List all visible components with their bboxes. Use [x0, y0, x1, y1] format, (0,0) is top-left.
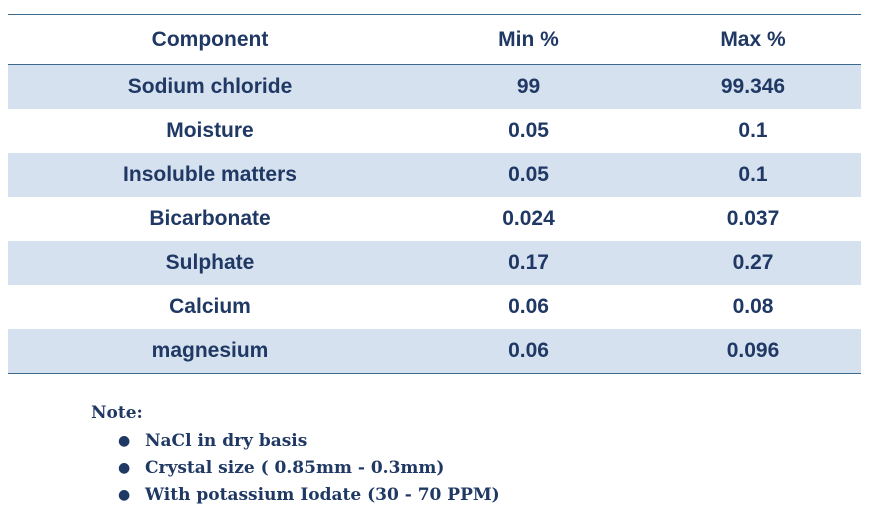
cell-max: 0.037 [726, 207, 780, 230]
note-item-text: NaCl in dry basis [145, 431, 308, 451]
cell-max: 0.096 [726, 339, 780, 362]
cell-max: 0.08 [732, 295, 774, 318]
note-section: Note: ● NaCl in dry basis ● Crystal size… [91, 402, 500, 509]
table-row: Calcium 0.06 0.08 [8, 285, 861, 329]
cell-min: 0.05 [508, 163, 549, 186]
note-list: ● NaCl in dry basis ● Crystal size ( 0.8… [91, 428, 500, 509]
header-max: Max % [720, 27, 786, 51]
table-row: Moisture 0.05 0.1 [8, 109, 861, 153]
table-row: Insoluble matters 0.05 0.1 [8, 153, 861, 197]
cell-min: 0.05 [508, 119, 549, 142]
cell-min: 0.06 [508, 295, 549, 318]
note-item-text: With potassium Iodate (30 - 70 PPM) [145, 485, 500, 505]
cell-min: 0.17 [508, 251, 549, 274]
table-row: magnesium 0.06 0.096 [8, 329, 861, 374]
list-item: ● Crystal size ( 0.85mm - 0.3mm) [118, 455, 500, 482]
cell-min: 0.024 [502, 207, 555, 230]
header-min: Min % [498, 27, 559, 51]
cell-max: 0.27 [732, 251, 774, 274]
list-item: ● NaCl in dry basis [118, 428, 500, 455]
cell-component: Moisture [166, 119, 254, 142]
cell-component: magnesium [151, 339, 269, 362]
table-header-row: Component Min % Max % [8, 15, 861, 65]
cell-min: 99 [516, 75, 541, 98]
cell-component: Bicarbonate [149, 207, 271, 230]
note-title: Note: [91, 403, 143, 423]
list-item: ● With potassium Iodate (30 - 70 PPM) [118, 482, 500, 509]
cell-max: 0.1 [738, 119, 768, 142]
cell-max: 0.1 [738, 163, 768, 186]
specification-table: Component Min % Max % Sodium chloride 99… [8, 14, 861, 374]
cell-min: 0.06 [508, 339, 549, 362]
table-row: Bicarbonate 0.024 0.037 [8, 197, 861, 241]
bullet-dot-icon: ● [118, 487, 131, 503]
cell-component: Sulphate [165, 251, 255, 274]
header-component: Component [151, 27, 269, 51]
cell-component: Sodium chloride [127, 75, 293, 98]
bullet-dot-icon: ● [118, 460, 131, 476]
table-row: Sodium chloride 99 99.346 [8, 64, 861, 109]
bullet-dot-icon: ● [118, 433, 131, 449]
cell-component: Calcium [169, 295, 251, 318]
cell-component: Insoluble matters [123, 163, 297, 186]
cell-max: 99.346 [720, 75, 786, 98]
note-item-text: Crystal size ( 0.85mm - 0.3mm) [145, 458, 445, 478]
table-row: Sulphate 0.17 0.27 [8, 241, 861, 285]
